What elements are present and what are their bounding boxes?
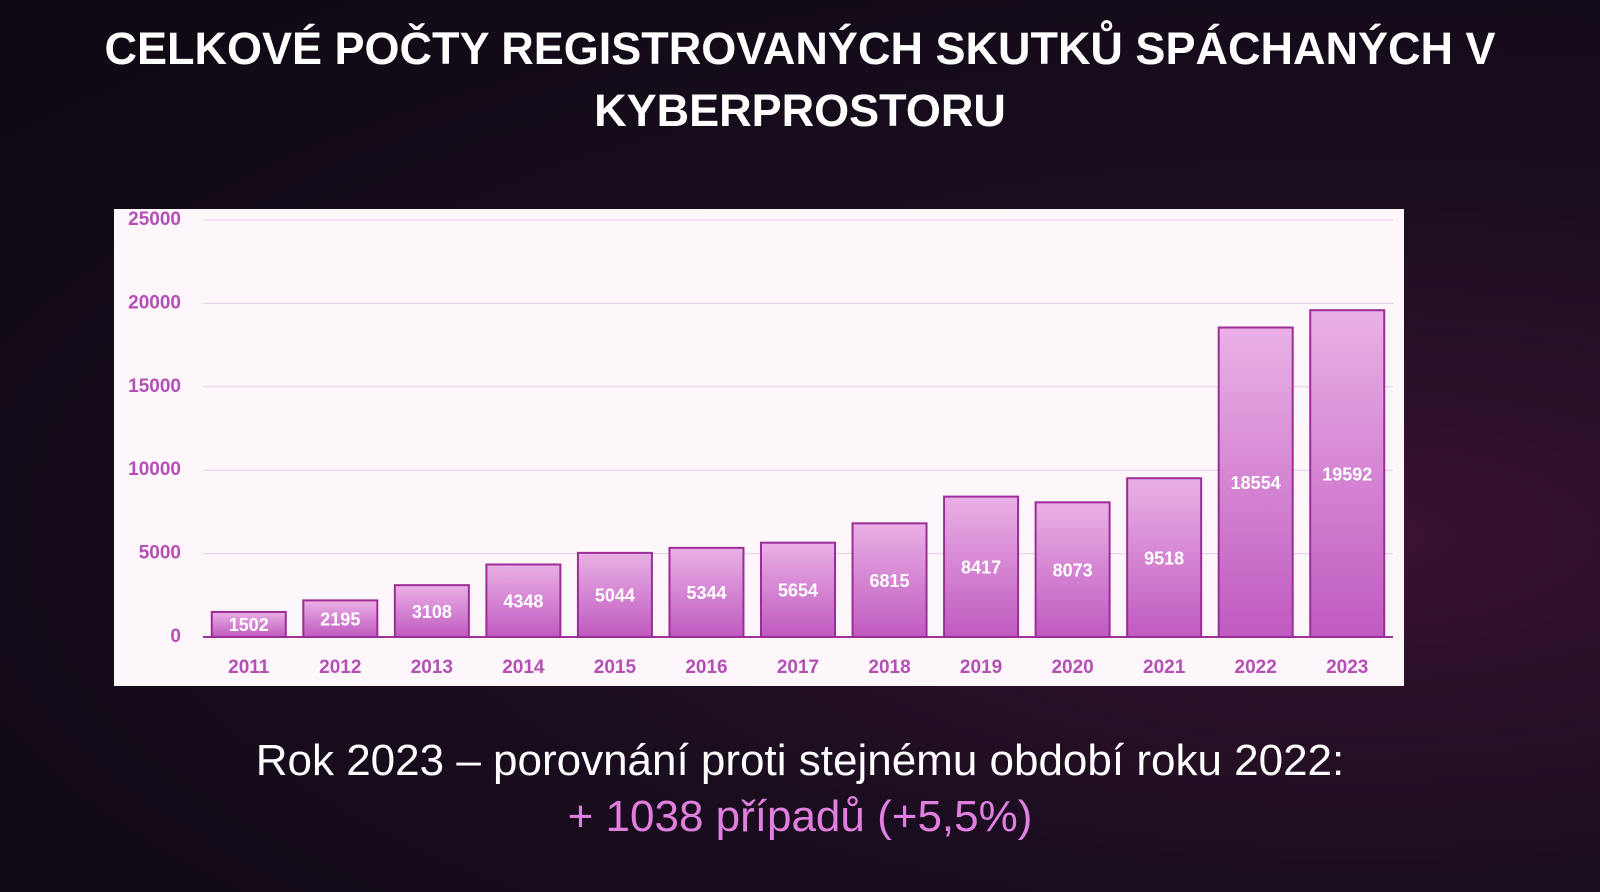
value-label: 5344 [686,583,726,603]
x-tick-label: 2022 [1235,657,1277,678]
x-tick-label: 2014 [502,657,545,678]
x-tick-label: 2018 [868,657,910,678]
value-label: 8073 [1053,560,1093,580]
value-label: 4348 [503,591,543,611]
x-tick-label: 2011 [228,657,270,678]
x-tick-label: 2016 [685,657,727,678]
value-label: 2195 [320,609,360,629]
bar [210,610,287,639]
value-label: 3108 [412,602,452,622]
value-label: 9518 [1144,548,1184,568]
x-tick-label: 2019 [960,657,1002,678]
bar [943,495,1020,638]
value-label: 18554 [1231,473,1281,493]
bar [393,584,470,639]
bar [1309,309,1386,638]
slide-title: CELKOVÉ POČTY REGISTROVANÝCH SKUTKŮ SPÁC… [104,23,1496,136]
bar [760,541,836,639]
bar [302,599,379,638]
y-tick-label: 20000 [128,292,181,313]
x-tick-label: 2012 [319,657,361,678]
y-tick-label: 5000 [139,543,181,564]
value-label: 5044 [595,586,635,606]
value-label: 19592 [1322,464,1372,484]
y-tick-label: 25000 [128,209,181,230]
value-label: 5654 [778,581,818,601]
value-label: 8417 [961,558,1001,578]
bar [1217,326,1294,638]
bar [668,546,745,638]
value-label: 1502 [229,615,269,635]
value-label: 6815 [870,571,910,591]
x-tick-label: 2023 [1326,657,1368,678]
bar [851,522,928,639]
y-tick-label: 15000 [128,376,181,397]
bar [1126,477,1203,638]
bar [485,563,562,638]
change-text: + 1038 případů (+5,5%) [567,792,1033,841]
y-tick-label: 0 [170,626,181,647]
x-tick-label: 2013 [411,657,453,678]
y-tick-label: 10000 [128,459,181,480]
x-tick-label: 2015 [594,657,637,678]
x-tick-label: 2021 [1143,657,1186,678]
x-tick-label: 2020 [1051,657,1093,678]
x-tick-label: 2017 [777,657,819,678]
bar [576,551,653,639]
bar [1034,501,1111,638]
comparison-text: Rok 2023 – porovnání proti stejnému obdo… [255,736,1345,785]
